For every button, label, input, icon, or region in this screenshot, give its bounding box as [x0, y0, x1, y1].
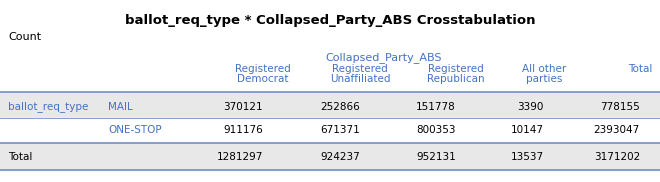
Text: ONE-STOP: ONE-STOP: [108, 125, 162, 135]
Text: 911176: 911176: [223, 125, 263, 135]
Text: Republican: Republican: [427, 74, 485, 84]
Text: Registered: Registered: [235, 64, 291, 74]
Text: 3390: 3390: [517, 102, 544, 112]
Text: Democrat: Democrat: [237, 74, 289, 84]
Bar: [0, 118, 660, 143]
Text: 370121: 370121: [223, 102, 263, 112]
Text: 800353: 800353: [416, 125, 456, 135]
Text: 10147: 10147: [511, 125, 544, 135]
Text: All other: All other: [522, 64, 566, 74]
Text: 671371: 671371: [320, 125, 360, 135]
Text: 2393047: 2393047: [594, 125, 640, 135]
Text: Total: Total: [8, 152, 32, 162]
Text: 13537: 13537: [511, 152, 544, 162]
Text: 924237: 924237: [320, 152, 360, 162]
Text: 252866: 252866: [320, 102, 360, 112]
Text: Registered: Registered: [428, 64, 484, 74]
Text: 151778: 151778: [416, 102, 456, 112]
Text: ballot_req_type * Collapsed_Party_ABS Crosstabulation: ballot_req_type * Collapsed_Party_ABS Cr…: [125, 14, 535, 27]
Text: 3171202: 3171202: [594, 152, 640, 162]
Bar: [0, 143, 660, 170]
Bar: [0, 92, 660, 118]
Text: Registered: Registered: [332, 64, 388, 74]
Text: ballot_req_type: ballot_req_type: [8, 102, 88, 112]
Text: 952131: 952131: [416, 152, 456, 162]
Text: Count: Count: [8, 32, 41, 42]
Text: MAIL: MAIL: [108, 102, 133, 112]
Text: Collapsed_Party_ABS: Collapsed_Party_ABS: [325, 52, 442, 63]
Text: 1281297: 1281297: [216, 152, 263, 162]
Text: Total: Total: [628, 64, 652, 74]
Text: Unaffiliated: Unaffiliated: [330, 74, 390, 84]
Text: parties: parties: [526, 74, 562, 84]
Text: 778155: 778155: [600, 102, 640, 112]
